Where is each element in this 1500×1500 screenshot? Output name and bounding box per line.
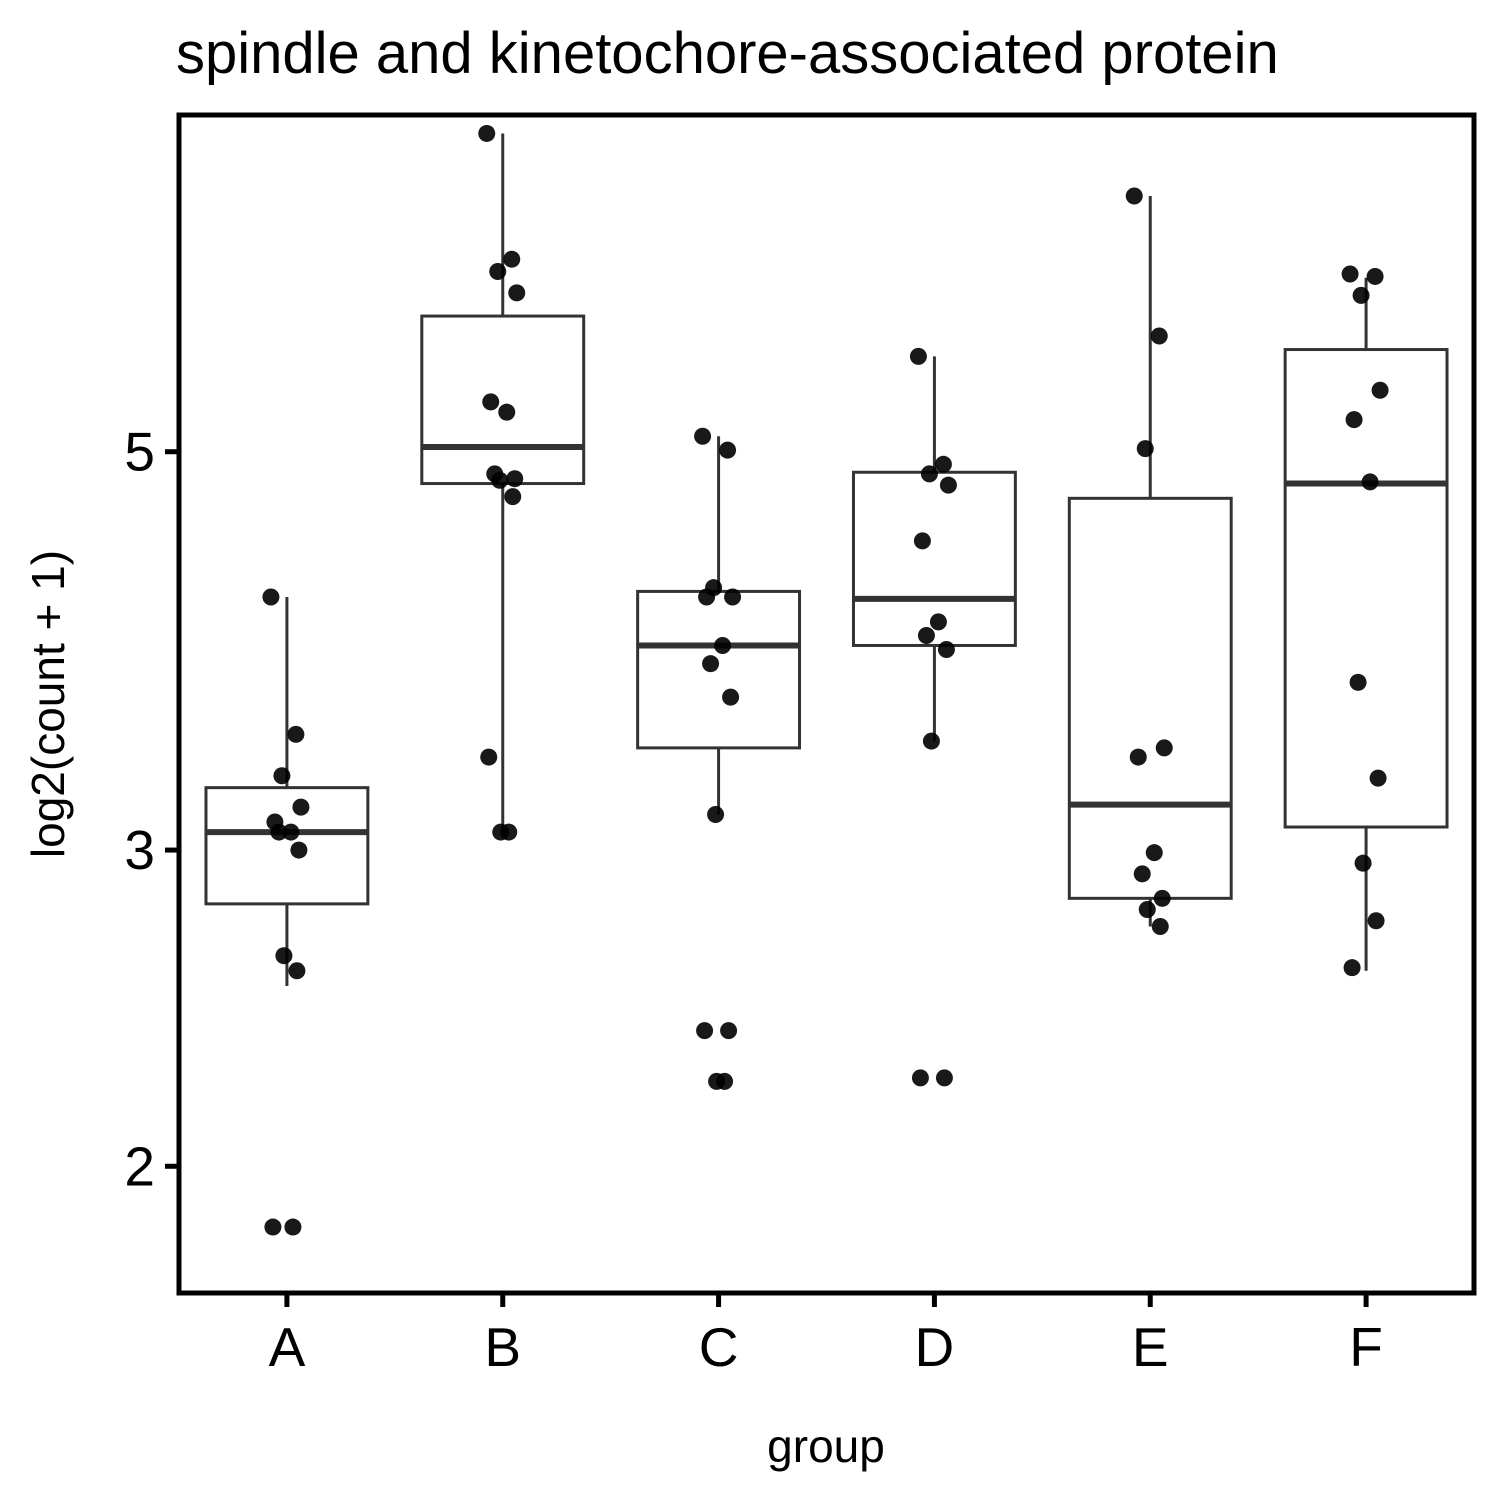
data-point xyxy=(1343,959,1361,977)
x-tick-label: C xyxy=(699,1316,739,1378)
data-point xyxy=(290,841,308,859)
data-point xyxy=(724,588,742,606)
data-point xyxy=(1150,327,1168,345)
data-point xyxy=(708,1072,726,1090)
data-point xyxy=(1153,889,1171,907)
data-point xyxy=(1366,267,1384,285)
data-point xyxy=(909,347,927,365)
data-point xyxy=(504,488,522,506)
y-tick-label: 2 xyxy=(124,1135,155,1197)
data-point xyxy=(720,1022,738,1040)
data-point xyxy=(1367,912,1385,930)
box-body xyxy=(636,589,802,750)
data-point xyxy=(264,1218,282,1236)
chart-title: spindle and kinetochore-associated prote… xyxy=(176,21,1279,86)
data-point xyxy=(262,588,280,606)
data-point xyxy=(1125,187,1143,205)
data-point xyxy=(478,124,496,142)
box-body xyxy=(1283,348,1449,829)
y-tick-label: 3 xyxy=(124,819,155,881)
points-F xyxy=(1341,265,1389,977)
data-point xyxy=(1145,844,1163,862)
data-point xyxy=(480,748,498,766)
box-body xyxy=(204,786,370,906)
data-point xyxy=(920,465,938,483)
box-A xyxy=(204,597,370,987)
box-body xyxy=(420,314,586,486)
boxes-layer xyxy=(204,133,1449,987)
data-point xyxy=(491,471,509,489)
data-point xyxy=(1155,739,1173,757)
data-point xyxy=(1133,865,1151,883)
data-point xyxy=(929,613,947,631)
points-A xyxy=(262,588,310,1236)
data-point xyxy=(1136,440,1154,458)
data-point xyxy=(489,262,507,280)
points-B xyxy=(478,124,526,841)
box-B xyxy=(420,133,586,833)
data-point xyxy=(698,588,716,606)
data-point xyxy=(922,732,940,750)
points-D xyxy=(909,347,957,1087)
data-point xyxy=(719,441,737,459)
box-D xyxy=(851,356,1017,742)
y-axis-title: log2(count + 1) xyxy=(22,550,74,858)
data-point xyxy=(917,627,935,645)
points-E xyxy=(1125,187,1173,935)
x-tick-label: D xyxy=(915,1316,955,1378)
data-point xyxy=(498,403,516,421)
data-point xyxy=(939,476,957,494)
x-axis-title: group xyxy=(767,1420,885,1472)
data-point xyxy=(506,470,524,488)
box-C xyxy=(636,436,802,815)
data-point xyxy=(1138,900,1156,918)
data-point xyxy=(492,823,510,841)
data-point xyxy=(714,636,732,654)
data-point xyxy=(287,725,305,743)
data-point xyxy=(707,806,725,824)
data-point xyxy=(1369,769,1387,787)
x-tick-label: B xyxy=(484,1316,521,1378)
data-point xyxy=(508,284,526,302)
x-tick-label: F xyxy=(1349,1316,1383,1378)
data-point xyxy=(284,1218,302,1236)
data-point xyxy=(1349,673,1367,691)
data-point xyxy=(722,688,740,706)
data-point xyxy=(292,798,310,816)
data-point xyxy=(1129,748,1147,766)
data-point xyxy=(503,250,521,268)
plot-frame xyxy=(176,112,1477,1296)
data-point xyxy=(934,455,952,473)
data-point xyxy=(1151,917,1169,935)
data-point xyxy=(1341,265,1359,283)
data-point xyxy=(482,393,500,411)
y-axis: 2 3 5 xyxy=(124,421,179,1197)
data-point xyxy=(702,655,720,673)
data-point xyxy=(1354,854,1372,872)
data-point xyxy=(270,823,288,841)
data-point xyxy=(288,962,306,980)
data-point xyxy=(694,427,712,445)
box-body xyxy=(1067,496,1233,900)
x-axis: A B C D E F xyxy=(269,1293,1383,1378)
data-point xyxy=(937,640,955,658)
points-C xyxy=(694,427,742,1090)
data-point xyxy=(913,532,931,550)
data-point xyxy=(275,947,293,965)
data-point xyxy=(935,1069,953,1087)
box-E xyxy=(1067,196,1233,927)
y-tick-label: 5 xyxy=(124,421,155,483)
x-tick-label: E xyxy=(1132,1316,1169,1378)
x-tick-label: A xyxy=(269,1316,306,1378)
data-point xyxy=(1352,286,1370,304)
data-point xyxy=(1345,411,1363,429)
data-point xyxy=(1371,381,1389,399)
data-point xyxy=(282,823,300,841)
data-point xyxy=(911,1069,929,1087)
points-layer xyxy=(262,124,1389,1236)
data-point xyxy=(696,1022,714,1040)
data-point xyxy=(273,767,291,785)
data-point xyxy=(1361,473,1379,491)
